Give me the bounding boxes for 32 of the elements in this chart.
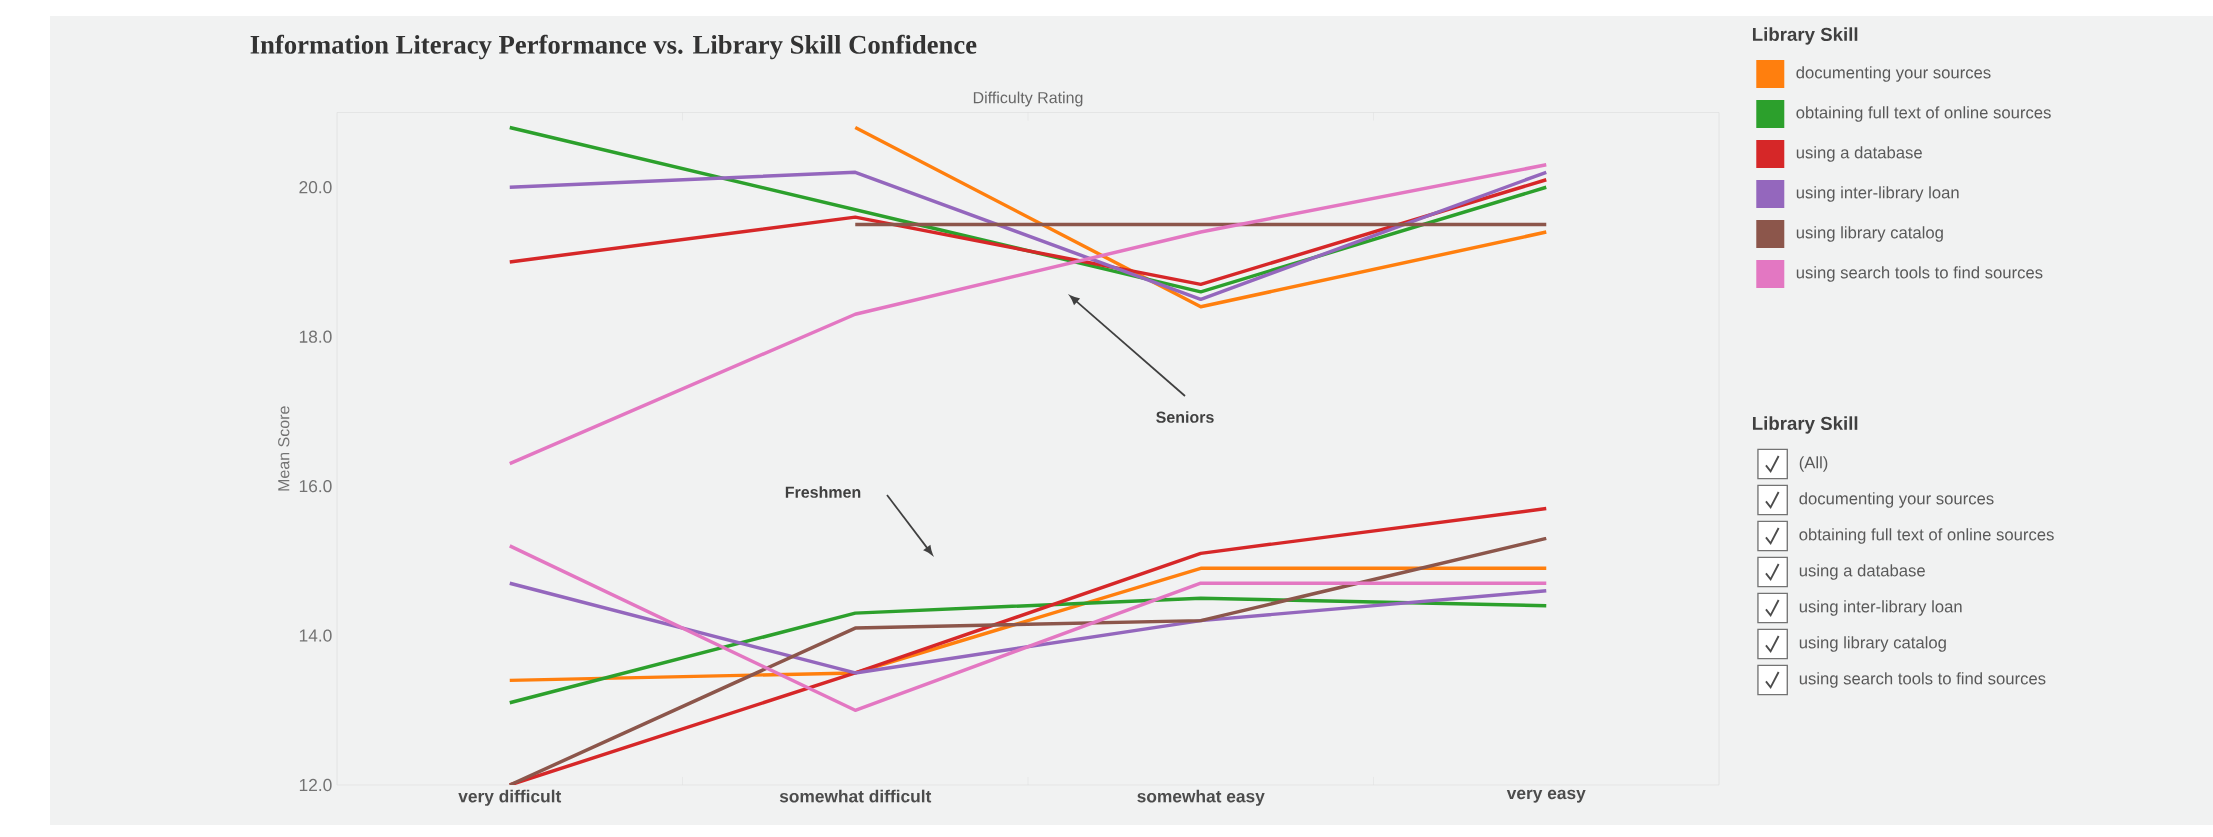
legend-label: using library catalog — [1796, 226, 1943, 242]
annotation: Freshmen — [785, 486, 861, 498]
text: using library catalog — [1799, 636, 1946, 652]
x-tick-label: very easy — [1506, 789, 1586, 803]
text: using a database — [1799, 564, 1925, 580]
y-tick-label: 16.0 — [299, 479, 332, 493]
legend-title: Library Skill — [1752, 27, 1858, 45]
legend-label: using inter-library loan — [1796, 186, 1959, 202]
line-series — [508, 163, 1548, 466]
y-tick-label: 20.0 — [299, 181, 332, 194]
x-axis-title: Difficulty Rating — [973, 91, 1083, 107]
text: Library Skill — [1752, 416, 1858, 434]
x-tick-label: very difficult — [458, 789, 562, 806]
legend-label: documenting your sources — [1796, 66, 1991, 82]
y-tick-label: 14.0 — [299, 629, 332, 642]
y-tick-label: 12.0 — [299, 778, 332, 792]
text: obtaining full text of online sources — [1799, 528, 2054, 544]
text: using search tools to find sources — [1799, 672, 2046, 688]
chart-title: Information Literacy Performance vs. Library Skill Confidence — [250, 34, 977, 60]
legend-label: using a database — [1796, 146, 1922, 162]
y-tick-label: 18.0 — [299, 330, 332, 343]
annotation: Seniors — [1156, 411, 1214, 423]
x-tick-label: somewhat easy — [1137, 789, 1265, 806]
legend-label: using search tools to find sources — [1796, 266, 2043, 282]
text: (All) — [1799, 456, 1828, 472]
legend-label: obtaining full text of online sources — [1796, 106, 2051, 122]
line-series — [508, 596, 1548, 705]
y-axis-title: Mean Score — [278, 406, 290, 491]
text: documenting your sources — [1799, 492, 1994, 508]
x-tick-label: somewhat difficult — [779, 789, 932, 803]
text: using inter-library loan — [1799, 600, 1962, 616]
line-series — [508, 581, 1548, 675]
